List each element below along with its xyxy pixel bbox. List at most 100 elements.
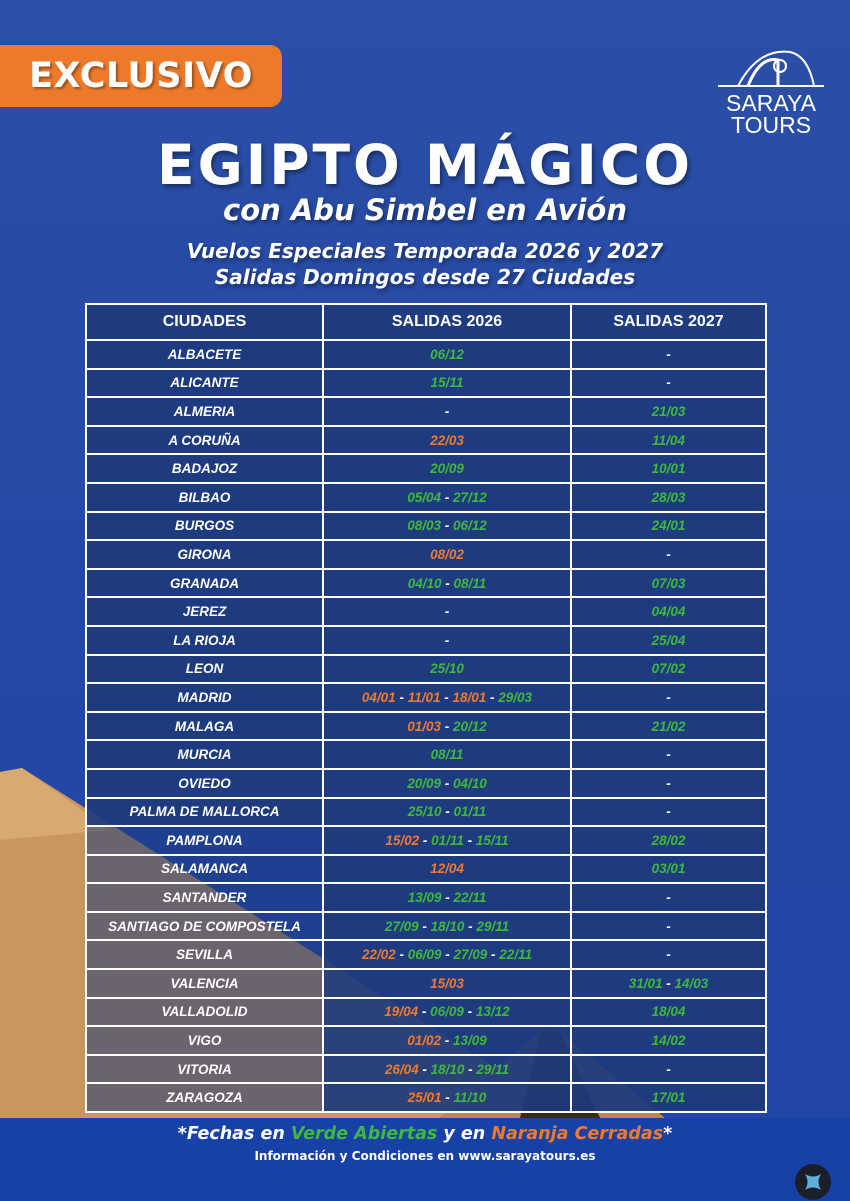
city-cell: A CORUÑA <box>85 424 324 456</box>
departures-2027-cell: 14/02 <box>570 1025 767 1056</box>
departures-2027-cell: 25/04 <box>570 624 767 656</box>
city-cell: GIRONA <box>85 539 324 570</box>
departure-date-open: 14/02 <box>651 1033 686 1049</box>
table-row: ZARAGOZA 25/01 - 11/10 17/01 <box>85 1082 767 1114</box>
date-separator: - <box>441 804 454 820</box>
departures-2026-cell: 25/01 - 11/10 <box>322 1082 572 1114</box>
departures-2027-cell: 03/01 <box>570 853 767 885</box>
departure-date-open: 22/11 <box>453 890 487 906</box>
departures-2026-cell: - <box>322 396 572 427</box>
departure-date-open: 27/09 <box>453 947 488 963</box>
tagline: Vuelos Especiales Temporada 2026 y 2027 … <box>0 238 850 290</box>
city-cell: VITORIA <box>85 1053 324 1085</box>
logo-line1: SARAYA <box>726 90 816 116</box>
legend-open: Verde Abiertas <box>290 1124 438 1144</box>
date-separator: - <box>440 689 453 705</box>
departure-date-open: 28/03 <box>651 489 686 505</box>
date-separator: - <box>441 1090 454 1106</box>
departure-date-open: 06/12 <box>453 518 487 534</box>
no-departure: - <box>666 775 671 791</box>
departure-date-closed: 08/02 <box>430 546 464 562</box>
departure-date-open: 24/01 <box>651 518 686 534</box>
departures-2027-cell: - <box>570 882 767 913</box>
legend-closed: Naranja Cerradas <box>491 1124 664 1144</box>
departure-date-closed: 04/01 <box>361 689 396 705</box>
departures-2026-cell: 04/01 - 11/01 - 18/01 - 29/03 <box>322 682 572 713</box>
departure-date-open: 07/03 <box>651 575 686 591</box>
departures-2026-cell: 08/02 <box>322 539 572 570</box>
city-cell: ALMERIA <box>85 396 324 427</box>
departure-date-open: 05/04 <box>407 489 441 505</box>
header-2026: SALIDAS 2026 <box>322 303 572 341</box>
departure-date-closed: 15/03 <box>430 975 464 991</box>
info-text: Información y Condiciones en www.sarayat… <box>254 1149 596 1163</box>
departure-date-open: 29/03 <box>498 689 533 705</box>
departure-date-open: 15/11 <box>430 375 464 391</box>
departures-2026-cell: 05/04 - 27/12 <box>322 481 572 513</box>
city-cell: JEREZ <box>85 596 324 627</box>
departures-2026-cell: 20/09 <box>322 453 572 484</box>
departures-2027-cell: 31/01 - 14/03 <box>570 968 767 999</box>
city-cell: ALICANTE <box>85 367 324 399</box>
no-departure: - <box>444 403 450 419</box>
departure-date-closed: 12/04 <box>430 861 464 877</box>
departures-2026-cell: 22/02 - 06/09 - 27/09 - 22/11 <box>322 939 572 971</box>
city-cell: SANTIAGO DE COMPOSTELA <box>85 910 324 942</box>
date-separator: - <box>463 832 476 848</box>
departure-date-open: 04/10 <box>453 775 487 791</box>
legend-middle: y en <box>437 1124 492 1144</box>
date-separator: - <box>464 1061 477 1077</box>
departures-2027-cell: 04/04 <box>570 596 767 627</box>
legend-prefix: *Fechas en <box>177 1124 291 1144</box>
date-separator: - <box>395 689 408 705</box>
departure-date-closed: 22/03 <box>430 432 464 448</box>
no-departure: - <box>666 689 671 705</box>
departure-date-open: 29/11 <box>476 918 510 934</box>
departures-2027-cell: 18/04 <box>570 996 767 1028</box>
departure-date-open: 03/01 <box>651 861 686 877</box>
departures-2027-cell: - <box>570 367 767 399</box>
city-cell: PAMPLONA <box>85 825 324 856</box>
legend-suffix: * <box>663 1124 673 1144</box>
departure-date-open: 08/11 <box>430 747 464 763</box>
departures-2026-cell: 01/02 - 13/09 <box>322 1025 572 1056</box>
departure-date-open: 22/11 <box>499 947 533 963</box>
date-separator: - <box>441 718 453 734</box>
date-separator: - <box>441 575 454 591</box>
departures-2027-cell: - <box>570 910 767 942</box>
table-row: MALAGA 01/03 - 20/12 21/02 <box>85 710 767 742</box>
table-row: PAMPLONA 15/02 - 01/11 - 15/11 28/02 <box>85 825 767 856</box>
tagline-2: Salidas Domingos desde 27 Ciudades <box>214 265 636 289</box>
departure-date-open: 04/04 <box>651 604 686 620</box>
departures-2027-cell: 21/03 <box>570 396 767 427</box>
departure-date-open: 15/11 <box>475 832 509 848</box>
no-departure: - <box>666 804 671 820</box>
table-row: VALENCIA 15/03 31/01 - 14/03 <box>85 968 767 999</box>
date-separator: - <box>441 489 453 505</box>
departures-2027-cell: - <box>570 1053 767 1085</box>
table-row: JEREZ - 04/04 <box>85 596 767 627</box>
departures-2026-cell: 01/03 - 20/12 <box>322 710 572 742</box>
departures-2026-cell: 04/10 - 08/11 <box>322 567 572 599</box>
no-departure: - <box>444 632 450 648</box>
departure-date-open: 28/02 <box>651 832 686 848</box>
departure-date-open: 10/01 <box>651 461 686 477</box>
table-row: LEON 25/10 07/02 <box>85 653 767 685</box>
logo-emblem-icon <box>718 50 824 87</box>
departure-date-open: 17/01 <box>651 1090 686 1106</box>
departures-2027-cell: 11/04 <box>570 424 767 456</box>
city-cell: BURGOS <box>85 510 324 542</box>
departures-2026-cell: 20/09 - 04/10 <box>322 767 572 799</box>
departures-2027-cell: - <box>570 939 767 971</box>
city-cell: SANTANDER <box>85 882 324 913</box>
departures-2026-cell: 15/02 - 01/11 - 15/11 <box>322 825 572 856</box>
table-row: A CORUÑA 22/03 11/04 <box>85 424 767 456</box>
departure-date-open: 11/10 <box>453 1090 487 1106</box>
sparkle-icon <box>795 1164 831 1200</box>
date-separator: - <box>419 832 432 848</box>
departure-date-open: 31/01 <box>628 975 663 991</box>
page-title: EGIPTO MÁGICO <box>157 133 693 197</box>
footer-band <box>0 1118 850 1201</box>
city-cell: ALBACETE <box>85 339 324 370</box>
table-row: BADAJOZ 20/09 10/01 <box>85 453 767 484</box>
